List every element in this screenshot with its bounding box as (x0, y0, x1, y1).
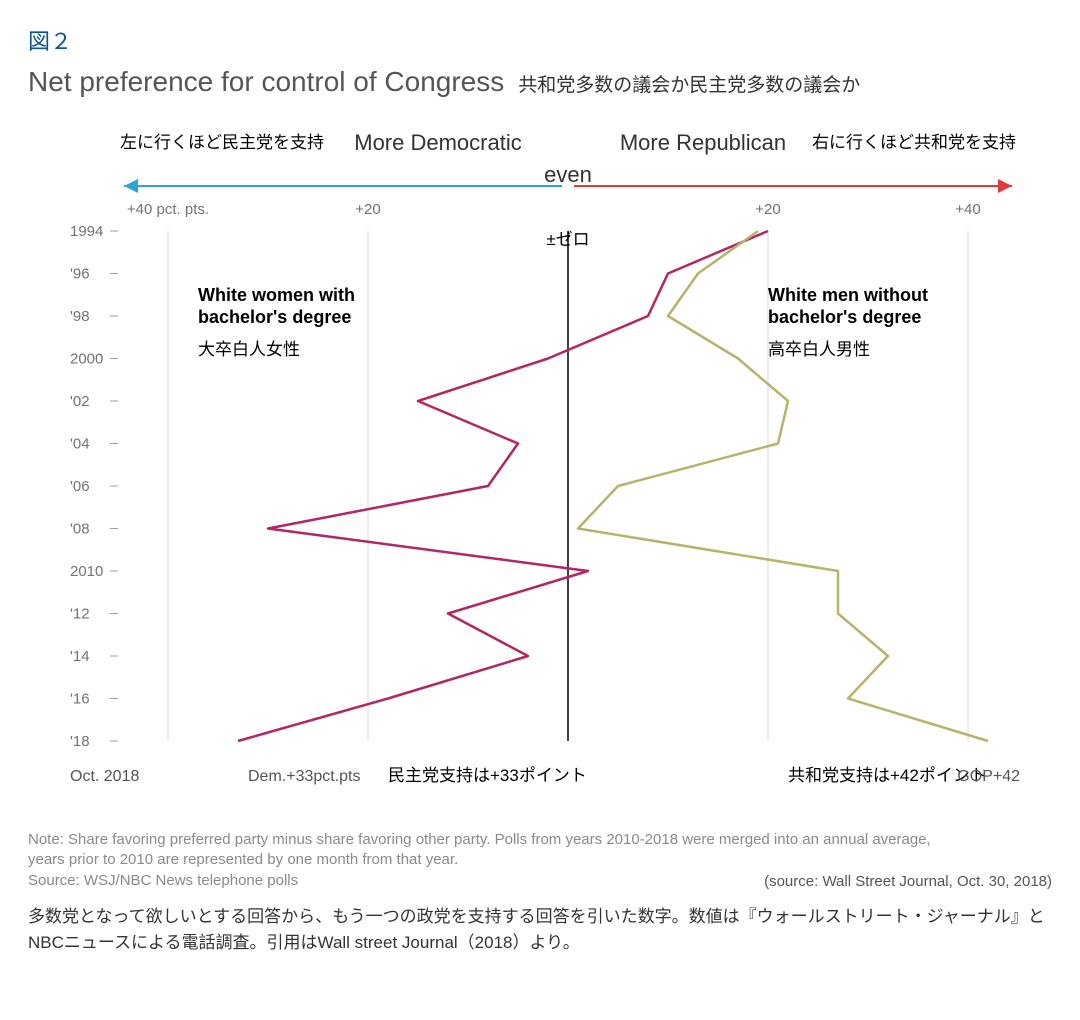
y-tick-label: '16 (70, 691, 90, 708)
y-tick-label: '04 (70, 436, 90, 453)
note-line: Note: Share favoring preferred party min… (28, 830, 1052, 850)
x-tick-label: +20 (755, 201, 780, 218)
series-label-en: bachelor's degree (198, 307, 351, 327)
series-label-jp: 高卒白人男性 (768, 340, 870, 359)
chart-svg: 左に行くほど民主党を支持 More Democratic More Republic… (28, 116, 1028, 816)
series-label-en: White women with (198, 285, 355, 305)
y-tick-label: 2010 (70, 563, 103, 580)
y-tick-label: '12 (70, 606, 90, 623)
x-tick-label: +40 (955, 201, 980, 218)
series-label-en: White men without (768, 285, 928, 305)
arrow-right-head (998, 179, 1012, 193)
bottom-dem-jp: 民主党支持は+33ポイント (388, 766, 587, 785)
y-tick-label: '08 (70, 521, 90, 538)
hdr-left-en: More Democratic (354, 130, 521, 155)
figure-number: 図２ (28, 24, 1052, 56)
y-tick-label: '98 (70, 308, 90, 325)
y-tick-label: '96 (70, 266, 90, 283)
y-tick-label: '02 (70, 393, 90, 410)
series-label-en: bachelor's degree (768, 307, 921, 327)
note-line: years prior to 2010 are represented by o… (28, 850, 1052, 870)
chart: 左に行くほど民主党を支持 More Democratic More Republic… (28, 116, 1028, 816)
title-jp: 共和党多数の議会か民主党多数の議会か (518, 70, 860, 97)
hdr-right-en: More Republican (620, 130, 786, 155)
bottom-date: Oct. 2018 (70, 768, 139, 785)
footnote-jp: 多数党となって欲しいとする回答から、もう一つの政党を支持する回答を引いた数字。数… (28, 904, 1052, 957)
bottom-dem-en: Dem.+33pct.pts (248, 768, 361, 785)
page: 図２ Net preference for control of Congres… (0, 0, 1080, 976)
x-tick-label: +20 (355, 201, 380, 218)
title-row: Net preference for control of Congress 共… (28, 66, 1052, 98)
hdr-left-jp: 左に行くほど民主党を支持 (120, 133, 324, 152)
y-tick-label: '06 (70, 478, 90, 495)
y-tick-label: 2000 (70, 351, 103, 368)
bottom-gop-en: GOP+42 (957, 768, 1020, 785)
y-tick-label: '18 (70, 733, 90, 750)
y-tick-label: 1994 (70, 223, 103, 240)
x-tick-label: +40 pct. pts. (127, 201, 209, 218)
y-tick-label: '14 (70, 648, 90, 665)
hdr-center-en: even (544, 162, 592, 187)
arrow-left-head (124, 179, 138, 193)
hdr-right-jp: 右に行くほど共和党を支持 (812, 133, 1016, 152)
series-label-jp: 大卒白人女性 (198, 340, 300, 359)
title-en: Net preference for control of Congress (28, 66, 504, 98)
